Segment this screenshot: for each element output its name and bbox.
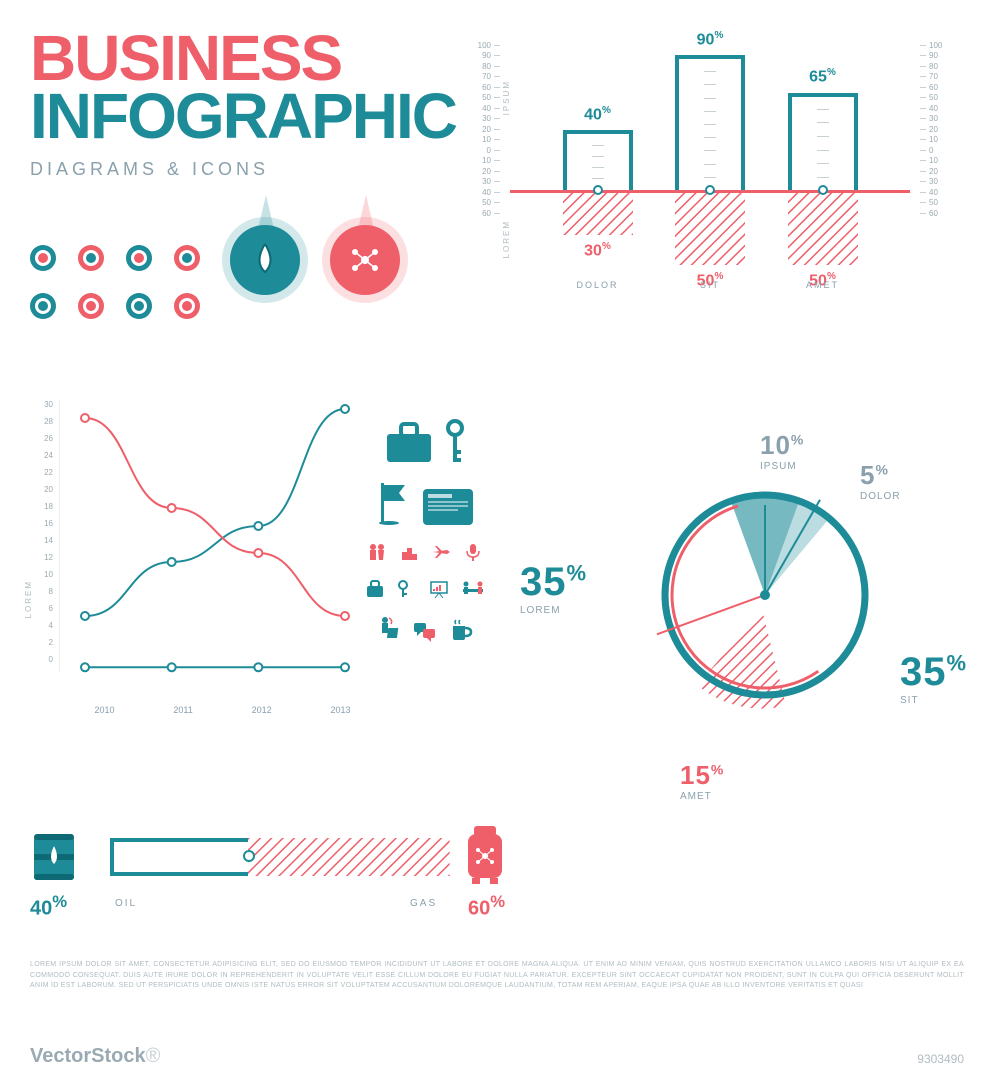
key-icon xyxy=(445,420,465,469)
card-icon xyxy=(423,489,473,530)
briefcase-sm-icon xyxy=(365,579,385,604)
chat-icon xyxy=(413,622,437,647)
dot-grid xyxy=(30,245,214,333)
drop-icon xyxy=(230,225,300,295)
speaker-icon xyxy=(377,616,401,647)
bullet-icon xyxy=(126,245,152,271)
bullet-icon xyxy=(78,245,104,271)
bar-sit: 90%50%SIT xyxy=(675,40,745,340)
ruler-left: 1009080706050403020100102030405060 xyxy=(460,40,500,219)
cup-icon xyxy=(449,618,473,647)
bullet-icon xyxy=(30,293,56,319)
axis-label-lorem: LOREM xyxy=(502,220,511,258)
gas-pct: 60% xyxy=(468,892,505,921)
key-sm-icon xyxy=(397,579,417,604)
bars-area: 40%30%DOLOR 90%50%SIT 65%50%AMET xyxy=(520,40,900,340)
bar-chart: 1009080706050403020100102030405060 10090… xyxy=(460,20,960,400)
bullet-icon xyxy=(174,293,200,319)
pie-svg xyxy=(650,480,880,710)
mic-icon xyxy=(463,542,483,567)
pie-chart: 10%IPSUM5%DOLOR35%SIT15%AMET35%LOREM xyxy=(560,440,960,800)
watermark-id: 9303490 xyxy=(917,1052,964,1066)
gas-label: GAS xyxy=(410,898,437,909)
subtitle: DIAGRAMS & ICONS xyxy=(30,159,456,180)
icon-block xyxy=(335,420,515,659)
og-bar xyxy=(110,838,450,876)
presentation-icon xyxy=(429,579,449,604)
title-line2: INFOGRAPHIC xyxy=(30,88,456,146)
bar-amet: 65%50%AMET xyxy=(788,40,858,340)
pie-label-lorem: 35%LOREM xyxy=(520,560,587,616)
pie-label-sit: 35%SIT xyxy=(900,650,967,706)
pie-label-ipsum: 10%IPSUM xyxy=(760,430,804,472)
watermark: VectorStock® xyxy=(30,1045,160,1068)
flag-icon xyxy=(377,481,411,530)
title-block: BUSINESS INFOGRAPHIC DIAGRAMS & ICONS xyxy=(30,30,456,180)
bullet-icon xyxy=(126,293,152,319)
pie-label-dolor: 5%DOLOR xyxy=(860,460,901,502)
title-line1: BUSINESS xyxy=(30,30,456,88)
bullet-icon xyxy=(174,245,200,271)
oil-label: OIL xyxy=(115,898,137,909)
line-chart-ruler: 302826242220181614121086420 xyxy=(30,400,60,690)
meeting-icon xyxy=(461,579,485,604)
lorem-text: LOREM IPSUM DOLOR SIT AMET, CONSECTETUR … xyxy=(30,960,964,992)
line-chart: 302826242220181614121086420 LOREM 201020… xyxy=(30,400,380,720)
bullet-icon xyxy=(78,293,104,319)
line-chart-svg xyxy=(65,400,380,690)
briefcase-lg-icon xyxy=(385,422,433,469)
plane-icon xyxy=(431,542,451,567)
pie-label-amet: 15%AMET xyxy=(680,760,724,802)
bullet-icon xyxy=(30,245,56,271)
bar-dolor: 40%30%DOLOR xyxy=(563,40,633,340)
axis-label-ipsum: IPSUM xyxy=(502,80,511,115)
big-dots xyxy=(230,225,400,295)
oil-gas-bar: 40% OIL GAS 60% xyxy=(30,830,530,940)
ruler-right: 1009080706050403020100102030405060 xyxy=(920,40,960,219)
barrel-icon xyxy=(30,830,78,891)
line-chart-xaxis: 2010201120122013 xyxy=(65,705,380,715)
molecule-icon xyxy=(330,225,400,295)
tank-icon xyxy=(460,824,510,891)
people-icon xyxy=(367,542,387,567)
axis-label-lorem2: LOREM xyxy=(24,580,33,618)
oil-pct: 40% xyxy=(30,892,67,921)
podium-sm-icon xyxy=(399,542,419,567)
